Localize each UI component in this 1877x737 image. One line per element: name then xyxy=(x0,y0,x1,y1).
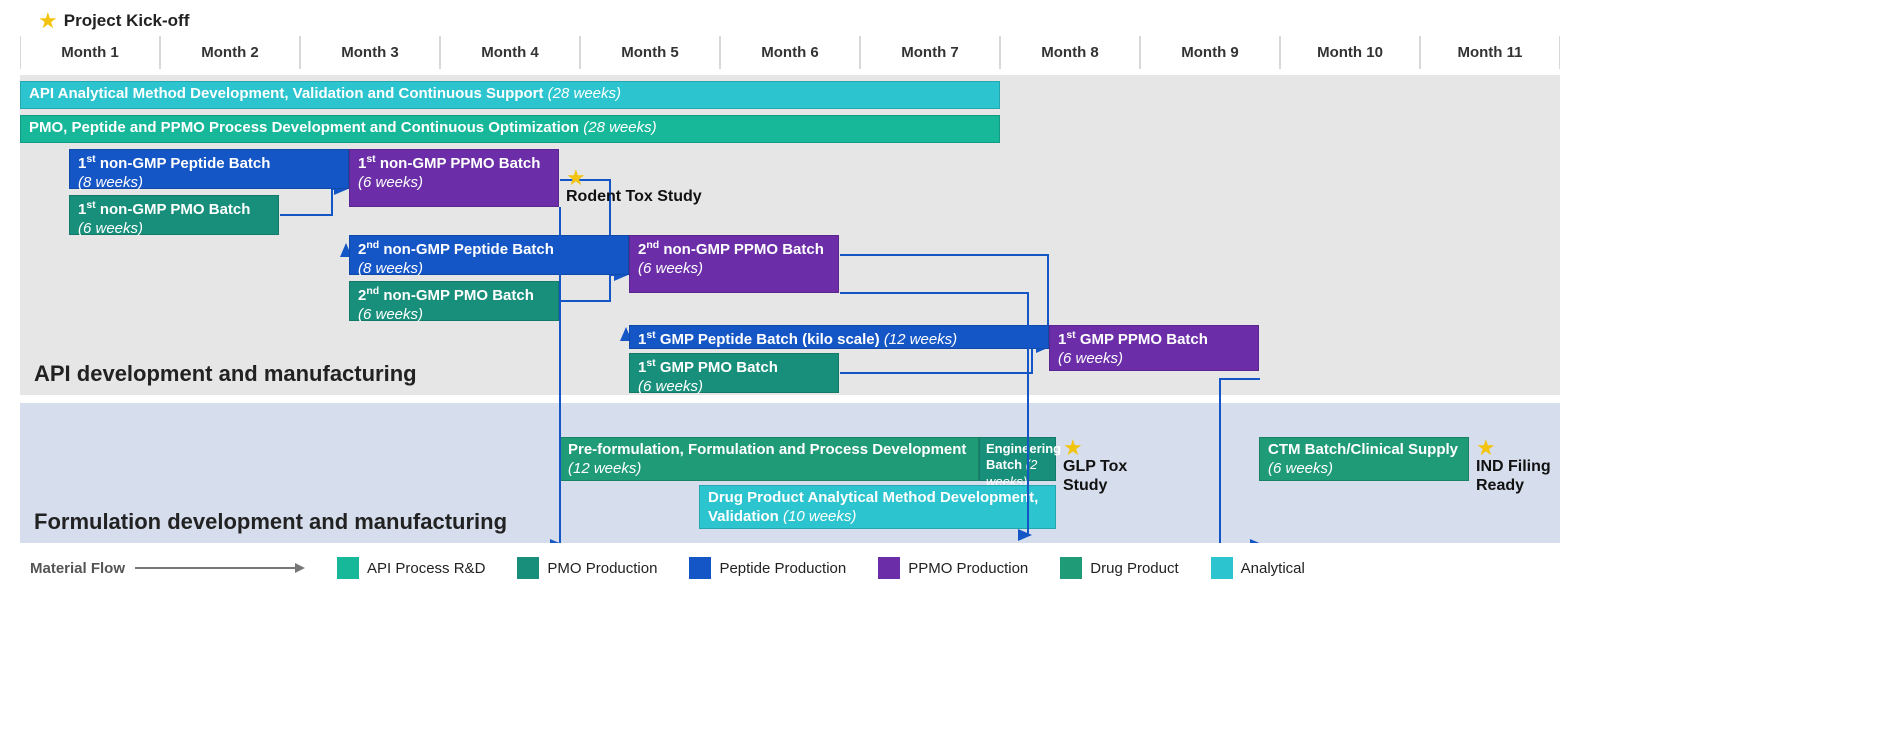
gantt-bar-pep1: 1st non-GMP Peptide Batch(8 weeks) xyxy=(69,149,349,189)
milestone-label: GLP ToxStudy xyxy=(1063,457,1127,495)
section-formulation: Formulation development and manufacturin… xyxy=(20,403,1560,543)
kickoff-row: ★ Project Kick-off xyxy=(38,10,1857,32)
legend-label: API Process R&D xyxy=(367,560,485,577)
gantt-bar-ctm: CTM Batch/Clinical Supply (6 weeks) xyxy=(1259,437,1469,481)
timeline-header: Month 1Month 2Month 3Month 4Month 5Month… xyxy=(20,36,1560,69)
legend-label: PMO Production xyxy=(547,560,657,577)
legend-item: API Process R&D xyxy=(337,557,485,579)
legend-item: Peptide Production xyxy=(689,557,846,579)
month-header: Month 6 xyxy=(720,36,860,69)
material-flow-label: Material Flow xyxy=(30,560,125,577)
milestone-ind: ★IND FilingReady xyxy=(1476,437,1551,495)
gantt-bar-pmo2: 2nd non-GMP PMO Batch(6 weeks) xyxy=(349,281,559,321)
legend-material-flow: Material Flow xyxy=(30,560,305,577)
swatch-icon xyxy=(517,557,539,579)
gantt-bar-preform: Pre-formulation, Formulation and Process… xyxy=(559,437,979,481)
gantt-bar-gmpPep: 1st GMP Peptide Batch (kilo scale) (12 w… xyxy=(629,325,1049,349)
gantt-bar-pep2: 2nd non-GMP Peptide Batch(8 weeks) xyxy=(349,235,629,275)
month-header: Month 11 xyxy=(1420,36,1560,69)
gantt-bar-ppmo2: 2nd non-GMP PPMO Batch(6 weeks) xyxy=(629,235,839,293)
kickoff-label: Project Kick-off xyxy=(64,11,190,31)
legend: Material Flow API Process R&D PMO Product… xyxy=(20,551,1857,579)
star-icon: ★ xyxy=(566,167,586,189)
month-header: Month 1 xyxy=(20,36,160,69)
month-header: Month 4 xyxy=(440,36,580,69)
milestone-label: IND FilingReady xyxy=(1476,457,1551,495)
gantt-bar-gmpPmo: 1st GMP PMO Batch(6 weeks) xyxy=(629,353,839,393)
section-api: API development and manufacturing API An… xyxy=(20,75,1560,395)
legend-item: PPMO Production xyxy=(878,557,1028,579)
swatch-icon xyxy=(878,557,900,579)
gantt-bar-process28: PMO, Peptide and PPMO Process Developmen… xyxy=(20,115,1000,143)
arrow-icon xyxy=(135,561,305,575)
swatch-icon xyxy=(1060,557,1082,579)
legend-label: Peptide Production xyxy=(719,560,846,577)
legend-item: Drug Product xyxy=(1060,557,1178,579)
month-header: Month 9 xyxy=(1140,36,1280,69)
section-title-formulation: Formulation development and manufacturin… xyxy=(34,509,507,535)
legend-label: Analytical xyxy=(1241,560,1305,577)
swatch-icon xyxy=(689,557,711,579)
star-icon: ★ xyxy=(38,10,58,32)
star-icon: ★ xyxy=(1476,437,1496,459)
legend-item: PMO Production xyxy=(517,557,657,579)
gantt-bar-gmpPpmo: 1st GMP PPMO Batch(6 weeks) xyxy=(1049,325,1259,371)
month-header: Month 8 xyxy=(1000,36,1140,69)
section-title-api: API development and manufacturing xyxy=(34,361,417,387)
milestone-glp: ★GLP ToxStudy xyxy=(1063,437,1127,495)
gantt-bar-ppmo1: 1st non-GMP PPMO Batch(6 weeks) xyxy=(349,149,559,207)
swatch-icon xyxy=(1211,557,1233,579)
gantt-bar-analytical28: API Analytical Method Development, Valid… xyxy=(20,81,1000,109)
month-header: Month 7 xyxy=(860,36,1000,69)
legend-item: Analytical xyxy=(1211,557,1305,579)
milestone-label: Rodent Tox Study xyxy=(566,187,702,206)
star-icon: ★ xyxy=(1063,437,1083,459)
legend-label: PPMO Production xyxy=(908,560,1028,577)
month-header: Month 3 xyxy=(300,36,440,69)
legend-label: Drug Product xyxy=(1090,560,1178,577)
gantt-bar-dpanal: Drug Product Analytical Method Developme… xyxy=(699,485,1056,529)
gantt-bar-engbatch: Engineering Batch (2 weeks) xyxy=(979,437,1056,481)
month-header: Month 2 xyxy=(160,36,300,69)
gantt-bar-pmo1: 1st non-GMP PMO Batch(6 weeks) xyxy=(69,195,279,235)
swatch-icon xyxy=(337,557,359,579)
milestone-rodent: ★Rodent Tox Study xyxy=(566,167,702,206)
month-header: Month 10 xyxy=(1280,36,1420,69)
month-header: Month 5 xyxy=(580,36,720,69)
